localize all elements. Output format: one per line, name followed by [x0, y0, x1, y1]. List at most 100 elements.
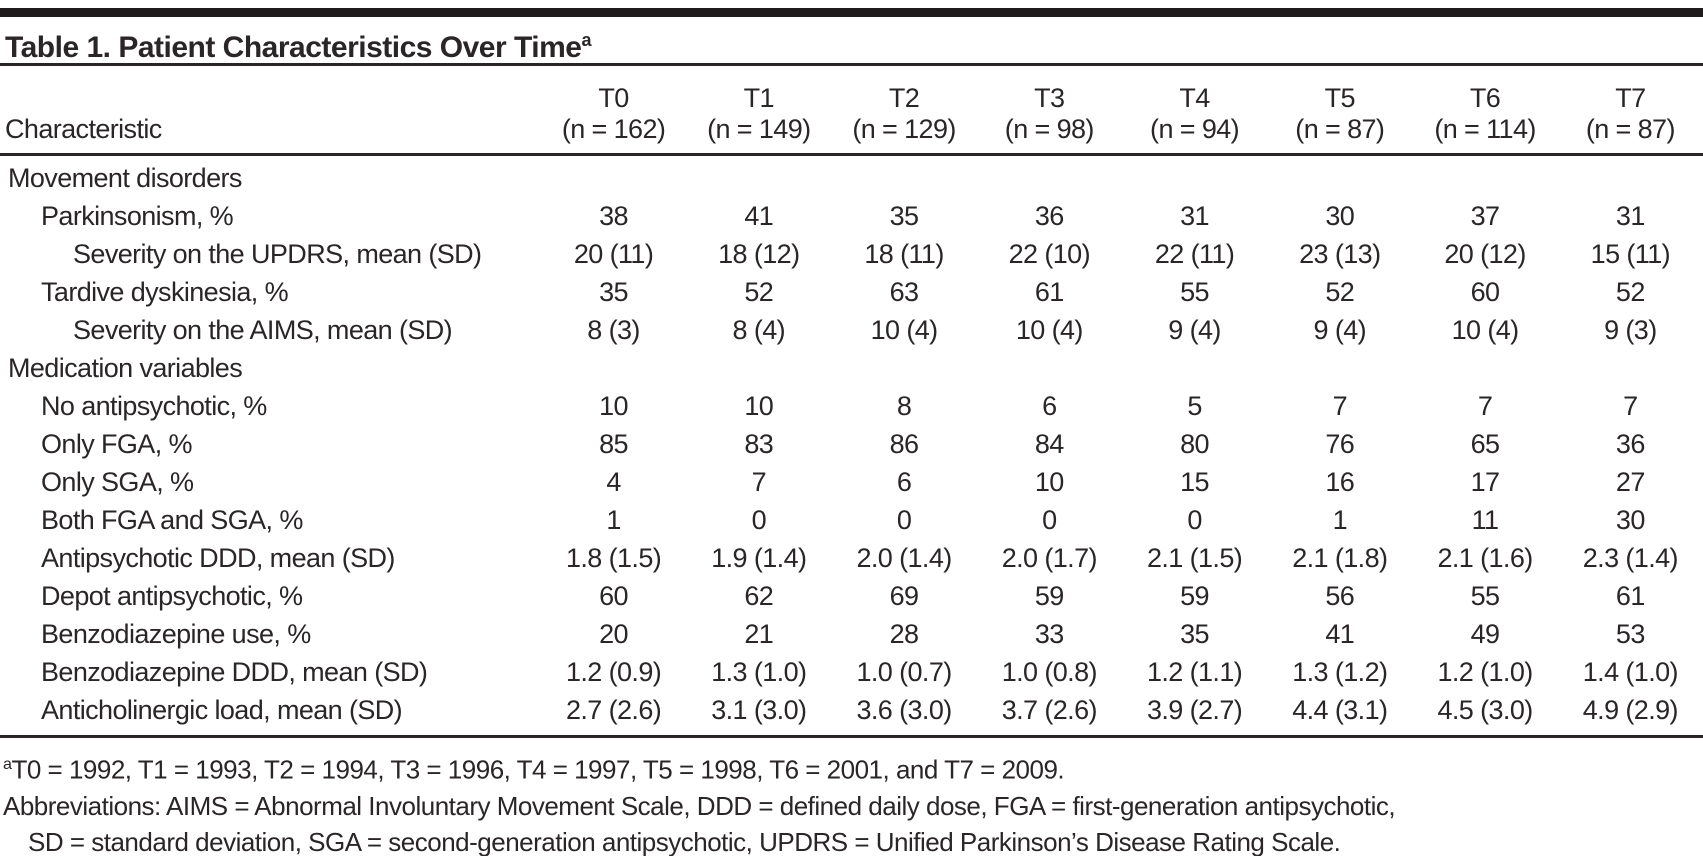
cell-value: 22 (10) [1008, 239, 1091, 269]
cell-value: 11 [1471, 505, 1499, 535]
cell-value [686, 349, 831, 387]
footnote-line: SD = standard deviation, SGA = second-ge… [3, 824, 1703, 856]
section-row: Medication variables [0, 349, 1703, 387]
cell-value [541, 155, 686, 198]
cell-value: 4 [606, 467, 621, 497]
footnote-line: aT0 = 1992, T1 = 1993, T2 = 1994, T3 = 1… [3, 746, 1703, 788]
cell-value: 10 (4) [870, 315, 939, 345]
column-period-label: T2 [888, 83, 920, 113]
column-n-label: (n = 162) [561, 114, 666, 144]
row-label: Medication variables [8, 353, 243, 383]
column-header-t7: T7 (n = 87) [1557, 66, 1703, 156]
table-top-bar [0, 8, 1703, 17]
cell-value: 84 [1034, 429, 1064, 459]
cell-value: 41 [1325, 619, 1355, 649]
cell-value: 36 [1034, 201, 1064, 231]
table-row: Benzodiazepine DDD, mean (SD) 1.2 (0.9) 1.… [0, 653, 1703, 691]
cell-value [1412, 155, 1557, 198]
footnote-text: Abbreviations: AIMS = Abnormal Involunta… [3, 790, 1396, 821]
column-n-label: (n = 87) [1295, 114, 1385, 144]
cell-value: 28 [889, 619, 919, 649]
cell-value: 60 [1470, 277, 1500, 307]
cell-value: 41 [744, 201, 774, 231]
cell-value: 0 [896, 505, 912, 535]
cell-value: 7 [1623, 391, 1638, 421]
table-bottom-rule [0, 735, 1703, 738]
title-divider-rule [0, 63, 1703, 66]
cell-value: 3.6 (3.0) [856, 695, 952, 725]
row-label: Movement disorders [8, 163, 242, 193]
cell-value: 1.8 (1.5) [565, 543, 662, 573]
cell-value: 10 (4) [1015, 315, 1084, 345]
cell-value: 30 [1325, 201, 1355, 231]
cell-value [541, 349, 686, 387]
cell-value: 4.4 (3.1) [1292, 695, 1388, 725]
cell-value: 1.3 (1.0) [711, 657, 807, 687]
cell-value: 15 [1180, 467, 1209, 497]
table-row: No antipsychotic, % 10 10 8 6 5 7 7 7 [0, 387, 1703, 425]
row-label: Antipsychotic DDD, mean (SD) [41, 543, 395, 573]
column-n-label: (n = 129) [852, 114, 956, 144]
cell-value: 1.3 (1.2) [1292, 657, 1388, 687]
cell-value: 65 [1470, 429, 1500, 459]
cell-value: 69 [889, 581, 919, 611]
cell-value: 33 [1034, 619, 1064, 649]
cell-value: 23 (13) [1299, 239, 1381, 269]
cell-value: 62 [744, 581, 774, 611]
cell-value: 1.4 (1.0) [1582, 657, 1679, 687]
table-row: Benzodiazepine use, % 20 21 28 33 35 41 49 53 [0, 615, 1703, 653]
cell-value: 55 [1470, 581, 1500, 611]
cell-value: 1 [606, 505, 621, 535]
cell-value: 38 [599, 201, 628, 231]
cell-value: 20 (11) [573, 239, 654, 269]
cell-value: 7 [751, 467, 767, 497]
column-header-t2: T2 (n = 129) [831, 66, 977, 156]
cell-value: 2.1 (1.6) [1437, 543, 1533, 573]
cell-value: 22 (11) [1154, 239, 1235, 269]
cell-value [1558, 155, 1703, 198]
cell-value: 1.2 (1.0) [1437, 657, 1533, 687]
cell-value: 17 [1470, 467, 1500, 497]
cell-value: 31 [1180, 201, 1209, 231]
column-period-label: T1 [743, 83, 775, 113]
cell-value: 52 [744, 277, 774, 307]
footnote-text: SD = standard deviation, SGA = second-ge… [28, 826, 1341, 856]
cell-value: 63 [889, 277, 919, 307]
column-period-label: T0 [598, 83, 629, 113]
cell-value: 8 [896, 391, 912, 421]
column-header-t4: T4 (n = 94) [1121, 66, 1268, 156]
cell-value: 2.7 (2.6) [565, 695, 662, 725]
column-period-label: T6 [1469, 83, 1501, 113]
column-header-t5: T5 (n = 87) [1267, 66, 1413, 156]
footnote-marker: a [3, 755, 12, 773]
cell-value [831, 349, 976, 387]
cell-value: 1.0 (0.8) [1001, 657, 1098, 687]
cell-value [1558, 349, 1703, 387]
row-label: Only SGA, % [41, 467, 194, 497]
cell-value: 1.9 (1.4) [711, 543, 807, 573]
cell-value [1267, 155, 1412, 198]
cell-value: 35 [599, 277, 628, 307]
row-label: Severity on the AIMS, mean (SD) [73, 315, 453, 345]
cell-value: 61 [1615, 581, 1645, 611]
cell-value [686, 155, 831, 198]
table-row: Only FGA, % 85 83 86 84 80 76 65 36 [0, 425, 1703, 463]
column-period-label: T7 [1615, 83, 1646, 113]
cell-value: 55 [1180, 277, 1209, 307]
cell-value: 10 [1034, 467, 1064, 497]
row-label: Benzodiazepine use, % [41, 619, 311, 649]
column-n-label: (n = 114) [1434, 114, 1536, 144]
column-header-t1: T1 (n = 149) [686, 66, 832, 156]
cell-value: 76 [1325, 429, 1355, 459]
cell-value: 4.9 (2.9) [1582, 695, 1679, 725]
cell-value [831, 155, 976, 198]
cell-value: 86 [889, 429, 919, 459]
cell-value: 30 [1615, 505, 1645, 535]
cell-value: 3.7 (2.6) [1001, 695, 1098, 725]
row-label: Benzodiazepine DDD, mean (SD) [41, 657, 428, 687]
characteristic-column-header: Characteristic [0, 66, 541, 156]
table-row: Parkinsonism, % 38 41 35 36 31 30 37 31 [0, 197, 1703, 235]
cell-value: 80 [1180, 429, 1209, 459]
column-n-label: (n = 94) [1150, 114, 1240, 144]
